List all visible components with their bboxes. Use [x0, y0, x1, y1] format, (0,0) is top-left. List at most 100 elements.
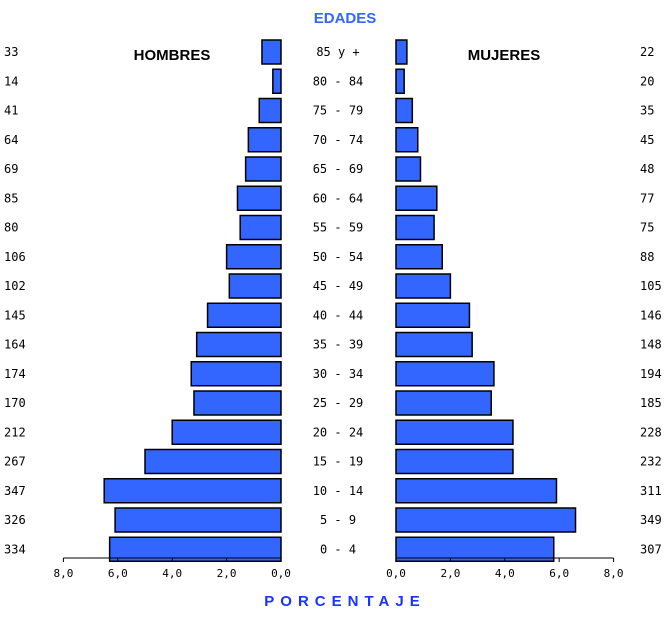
bar-mujeres: [395, 390, 492, 416]
age-group-label: 75 - 79: [313, 104, 364, 118]
bar-mujeres: [395, 536, 555, 562]
count-mujeres: 20: [640, 74, 654, 88]
bar-mujeres: [395, 97, 414, 124]
bar-hombres: [239, 214, 282, 241]
bar-hombres: [261, 39, 282, 65]
count-mujeres: 349: [640, 513, 662, 527]
bar-hombres: [108, 536, 282, 562]
age-group-label: 15 - 19: [313, 455, 364, 469]
mujeres-title: MUJERES: [468, 47, 541, 64]
count-mujeres: 146: [640, 308, 662, 322]
bar-mujeres: [395, 244, 443, 270]
count-hombres: 14: [4, 74, 18, 88]
count-mujeres: 88: [640, 250, 654, 264]
age-group-label: 35 - 39: [313, 338, 364, 352]
age-group-label: 5 - 9: [320, 513, 356, 527]
count-mujeres: 185: [640, 396, 662, 410]
count-hombres: 102: [4, 279, 26, 293]
x-axis-title: PORCENTAJE: [264, 593, 425, 610]
bar-mujeres: [395, 448, 514, 475]
age-group-label: 25 - 29: [313, 396, 364, 410]
bar-hombres: [193, 390, 282, 416]
bar-hombres: [247, 127, 282, 153]
count-hombres: 69: [4, 162, 18, 176]
age-group-label: 0 - 4: [320, 542, 356, 556]
count-hombres: 170: [4, 396, 26, 410]
x-tick-label-left: 0,0: [271, 567, 291, 580]
bar-mujeres: [395, 273, 452, 299]
chart-marks: 85 y + 33 22 80 - 84 14 20 75 - 79 41 35 70 - 74 6…: [4, 39, 662, 580]
bar-hombres: [228, 273, 282, 299]
bar-hombres: [144, 448, 282, 475]
age-group-label: 65 - 69: [313, 162, 364, 176]
hombres-title: HOMBRES: [134, 47, 211, 64]
bar-hombres: [195, 331, 282, 358]
count-mujeres: 194: [640, 367, 662, 381]
bar-hombres: [190, 361, 282, 387]
count-mujeres: 148: [640, 338, 662, 352]
bar-mujeres: [395, 39, 408, 65]
count-hombres: 80: [4, 221, 18, 235]
count-hombres: 33: [4, 45, 18, 59]
count-hombres: 267: [4, 455, 26, 469]
x-tick-label-left: 8,0: [53, 567, 73, 580]
age-group-label: 30 - 34: [313, 367, 364, 381]
age-group-label: 10 - 14: [313, 484, 364, 498]
count-mujeres: 75: [640, 221, 654, 235]
count-mujeres: 77: [640, 191, 654, 205]
count-mujeres: 105: [640, 279, 662, 293]
x-tick-label-right: 0,0: [386, 567, 406, 580]
bar-mujeres: [395, 361, 495, 387]
age-group-label: 45 - 49: [313, 279, 364, 293]
age-group-label: 60 - 64: [313, 191, 364, 205]
bar-mujeres: [395, 331, 473, 358]
bar-mujeres: [395, 185, 438, 211]
count-mujeres: 35: [640, 104, 654, 118]
count-hombres: 326: [4, 513, 26, 527]
bar-hombres: [103, 478, 282, 504]
x-tick-label-right: 6,0: [549, 567, 569, 580]
count-mujeres: 232: [640, 455, 662, 469]
bar-hombres: [244, 156, 282, 182]
count-hombres: 347: [4, 484, 26, 498]
bar-mujeres: [395, 507, 577, 533]
count-hombres: 212: [4, 425, 26, 439]
count-mujeres: 307: [640, 542, 662, 556]
x-tick-label-left: 6,0: [108, 567, 128, 580]
count-hombres: 64: [4, 133, 18, 147]
bar-mujeres: [395, 214, 435, 241]
count-hombres: 145: [4, 308, 26, 322]
x-tick-label-right: 2,0: [440, 567, 460, 580]
bar-hombres: [114, 507, 282, 533]
count-hombres: 41: [4, 104, 18, 118]
bar-mujeres: [395, 127, 419, 153]
age-group-label: 85 y +: [316, 45, 359, 59]
age-group-label: 20 - 24: [313, 425, 364, 439]
count-mujeres: 22: [640, 45, 654, 59]
bar-hombres: [171, 419, 282, 445]
bar-hombres: [225, 244, 282, 270]
count-mujeres: 311: [640, 484, 662, 498]
bar-hombres: [236, 185, 282, 211]
bar-hombres: [258, 97, 282, 124]
bar-hombres: [206, 302, 282, 328]
count-hombres: 174: [4, 367, 26, 381]
count-hombres: 334: [4, 542, 26, 556]
x-tick-label-right: 8,0: [604, 567, 624, 580]
x-tick-label-left: 2,0: [217, 567, 237, 580]
count-hombres: 106: [4, 250, 26, 264]
x-tick-label-left: 4,0: [162, 567, 182, 580]
count-mujeres: 228: [640, 425, 662, 439]
age-group-label: 80 - 84: [313, 74, 364, 88]
count-hombres: 85: [4, 191, 18, 205]
count-mujeres: 48: [640, 162, 654, 176]
x-tick-label-right: 4,0: [495, 567, 515, 580]
bar-hombres: [272, 68, 282, 94]
bar-mujeres: [395, 419, 514, 445]
age-group-label: 40 - 44: [313, 308, 364, 322]
age-group-label: 55 - 59: [313, 221, 364, 235]
bar-mujeres: [395, 478, 558, 504]
count-mujeres: 45: [640, 133, 654, 147]
bar-mujeres: [395, 156, 422, 182]
